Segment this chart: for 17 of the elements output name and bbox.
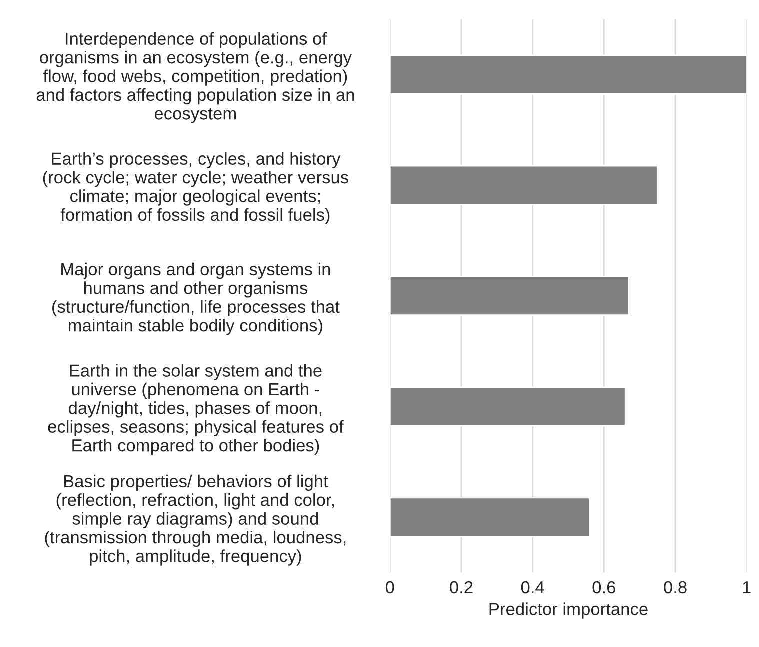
bar	[390, 497, 591, 538]
y-tick-label: Basic properties/ behaviors of light (reflection, refraction, light and color, simple ray diagrams) and sound (transmission through media, loudness, pitch, amplitude, frequency)	[45, 474, 346, 566]
bar	[390, 386, 626, 427]
x-tick-label: 0.8	[664, 581, 687, 594]
y-tick-label: Earth in the solar system and the universe (phenomena on Earth - day/night, tides, phases of moon, eclipses, seasons; physical features of Earth compared to other bodies)	[48, 364, 344, 456]
x-tick-label: 0.6	[592, 581, 616, 594]
y-tick-label: Major organs and organ systems in humans and other organisms (structure/function, life processes that maintain stable bodily conditions)	[52, 262, 340, 336]
y-tick-label: Interdependence of populations of organisms in an ecosystem (e.g., energy flow, food webs, competition, predation) and factors affecting population size in an ecosystem	[36, 32, 354, 124]
bar	[390, 165, 658, 206]
x-tick-label: 0.4	[521, 581, 544, 594]
y-tick-label: Earth’s processes, cycles, and history (rock cycle; water cycle; weather versus climate; major geological events; formation of fossils and fossil fuels)	[43, 152, 348, 225]
x-tick-label: 0	[386, 581, 394, 594]
x-tick-label: 1	[743, 582, 751, 594]
bar	[390, 276, 630, 316]
bar	[390, 54, 747, 95]
x-axis-title: Predictor importance	[490, 602, 648, 619]
x-tick-label: 0.2	[450, 581, 473, 594]
